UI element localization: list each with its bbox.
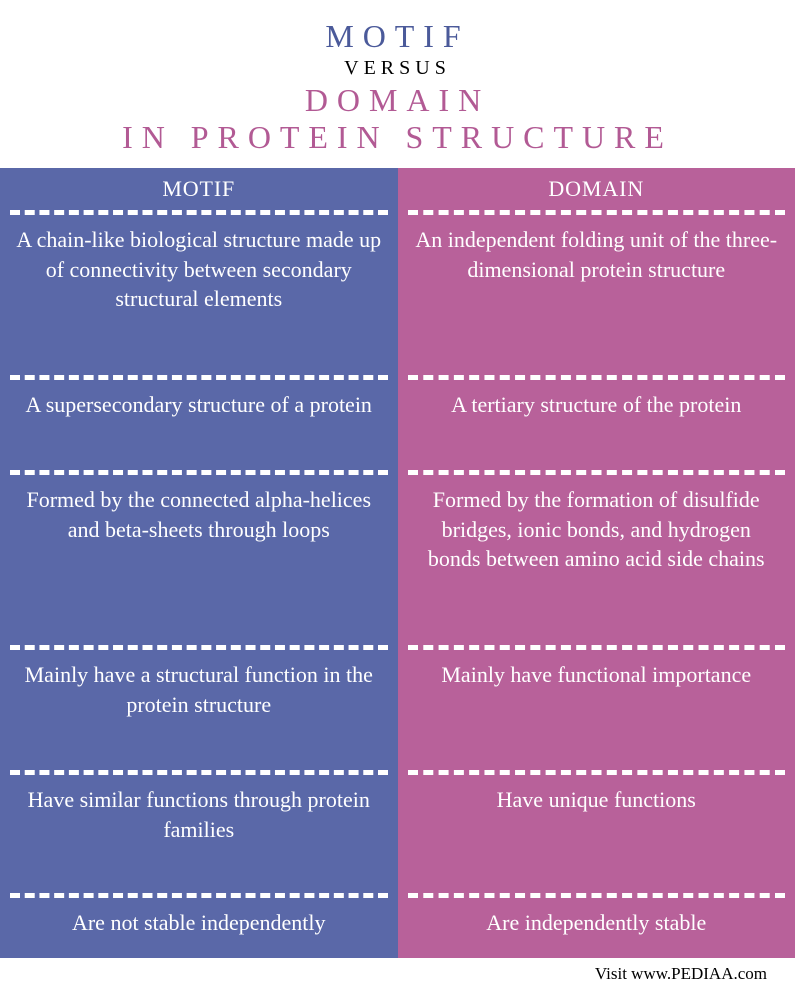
motif-text-6: Are not stable independently (16, 908, 382, 938)
motif-cell-3: Formed by the connected alpha-helices an… (0, 475, 398, 645)
domain-text-6: Are independently stable (414, 908, 780, 938)
motif-text-1: A chain-like biological structure made u… (16, 225, 382, 314)
page-header: MOTIF VERSUS DOMAIN IN PROTEIN STRUCTURE (0, 0, 795, 168)
column-motif: MOTIF A chain-like biological structure … (0, 168, 398, 958)
motif-cell-6: Are not stable independently (0, 898, 398, 958)
domain-cell-6: Are independently stable (398, 898, 795, 958)
domain-text-1: An independent folding unit of the three… (414, 225, 780, 284)
domain-cell-3: Formed by the formation of disulfide bri… (398, 475, 795, 645)
motif-cell-5: Have similar functions through protein f… (0, 775, 398, 893)
domain-text-5: Have unique functions (414, 785, 780, 815)
domain-cell-4: Mainly have functional importance (398, 650, 795, 770)
title-line-sub: IN PROTEIN STRUCTURE (10, 119, 785, 156)
domain-cell-1: An independent folding unit of the three… (398, 215, 795, 375)
motif-text-2: A supersecondary structure of a protein (16, 390, 382, 420)
title-line-motif: MOTIF (10, 18, 785, 55)
domain-text-4: Mainly have functional importance (414, 660, 780, 690)
domain-text-2: A tertiary structure of the protein (414, 390, 780, 420)
title-line-domain: DOMAIN (10, 82, 785, 119)
motif-text-5: Have similar functions through protein f… (16, 785, 382, 844)
motif-text-3: Formed by the connected alpha-helices an… (16, 485, 382, 544)
motif-cell-2: A supersecondary structure of a protein (0, 380, 398, 470)
column-domain-header: DOMAIN (398, 168, 795, 210)
motif-cell-4: Mainly have a structural function in the… (0, 650, 398, 770)
motif-cell-1: A chain-like biological structure made u… (0, 215, 398, 375)
domain-text-3: Formed by the formation of disulfide bri… (414, 485, 780, 574)
domain-cell-2: A tertiary structure of the protein (398, 380, 795, 470)
column-domain: DOMAIN An independent folding unit of th… (398, 168, 795, 958)
comparison-table: MOTIF A chain-like biological structure … (0, 168, 795, 958)
footer-credit: Visit www.PEDIAA.com (0, 958, 795, 984)
title-line-versus: VERSUS (10, 57, 785, 80)
domain-cell-5: Have unique functions (398, 775, 795, 893)
column-motif-header: MOTIF (0, 168, 398, 210)
motif-text-4: Mainly have a structural function in the… (16, 660, 382, 719)
